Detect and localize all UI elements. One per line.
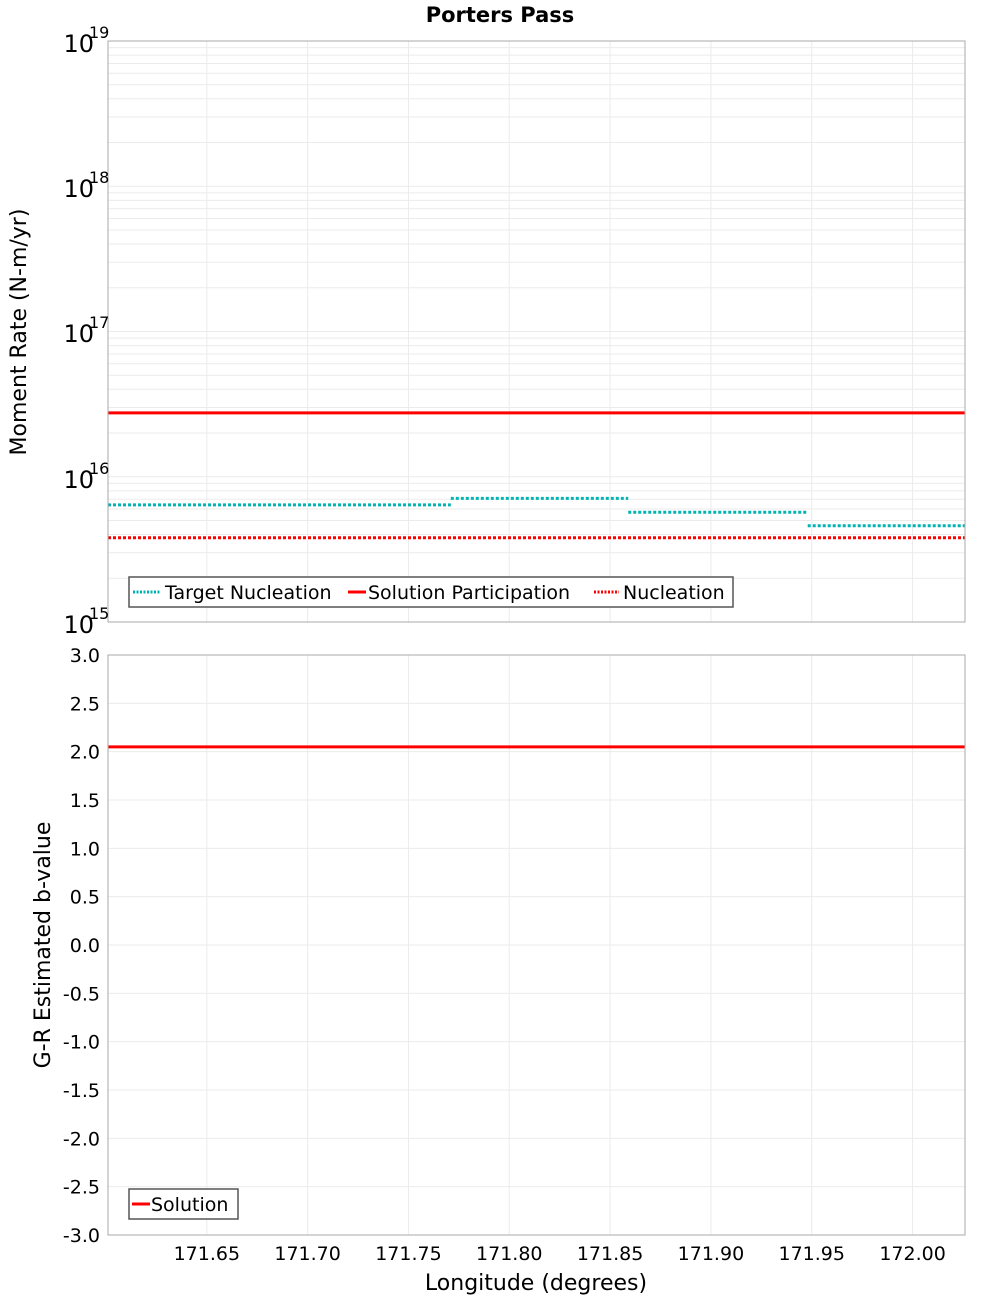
x-tick-label: 171.90 [678,1243,744,1265]
y-tick-label: 0.0 [70,935,100,957]
svg-text:17: 17 [89,313,109,332]
legend-target-nucleation-label: Target Nucleation [164,582,332,604]
svg-text:16: 16 [89,459,109,478]
y-tick-1e17: 10 17 [63,313,109,348]
top-plot: 10 19 10 18 10 17 10 16 10 15 Moment Rat… [7,23,965,639]
x-tick-label: 171.95 [779,1243,845,1265]
x-tick-label: 171.65 [174,1243,240,1265]
legend-solution-label: Solution [151,1194,228,1216]
legend-nucleation-label: Nucleation [623,582,725,604]
y-tick-label: -1.0 [63,1032,100,1054]
y-tick-label: 0.5 [70,887,100,909]
bottom-legend: Solution [129,1189,238,1219]
y-tick-label: 3.0 [70,645,100,667]
x-axis-label: Longitude (degrees) [425,1271,647,1296]
x-axis-ticks: 171.65 171.70 171.75 171.80 171.85 171.90 171.… [174,1243,946,1265]
y-tick-label: 1.0 [70,838,100,860]
x-tick-label: 171.80 [476,1243,542,1265]
chart-figure: Porters Pass 10 19 10 18 10 17 10 16 [0,0,1000,1300]
bottom-y-axis-label: G-R Estimated b-value [31,822,56,1069]
y-tick-1e18: 10 18 [63,168,109,203]
legend-solution-participation-label: Solution Participation [368,582,570,604]
y-tick-label: 2.0 [70,742,100,764]
y-tick-label: -1.5 [63,1080,100,1102]
x-tick-label: 171.85 [577,1243,643,1265]
svg-text:18: 18 [89,168,109,187]
y-tick-1e16: 10 16 [63,459,109,494]
y-tick-label: -2.0 [63,1128,100,1150]
svg-text:19: 19 [89,23,109,42]
bottom-y-ticks: 3.0 2.5 2.0 1.5 1.0 0.5 0.0 -0.5 -1.0 -1.5 -2.0 -2.… [63,645,100,1247]
top-y-axis-label: Moment Rate (N-m/yr) [7,209,32,456]
top-y-ticks: 10 19 10 18 10 17 10 16 10 15 [63,23,109,639]
y-tick-label: 1.5 [70,790,100,812]
svg-text:15: 15 [89,604,109,623]
y-tick-1e15: 10 15 [63,604,109,639]
x-tick-label: 171.70 [274,1243,340,1265]
bottom-plot: 3.0 2.5 2.0 1.5 1.0 0.5 0.0 -0.5 -1.0 -1.5 -2.0 -2.… [31,645,965,1247]
y-tick-label: -2.5 [63,1177,100,1199]
y-tick-label: -3.0 [63,1225,100,1247]
x-tick-label: 171.75 [375,1243,441,1265]
y-tick-label: 2.5 [70,693,100,715]
y-tick-1e19: 10 19 [63,23,109,58]
y-tick-label: -0.5 [63,983,100,1005]
top-legend: Target Nucleation Solution Participation… [129,577,733,607]
x-tick-label: 172.00 [879,1243,945,1265]
chart-title: Porters Pass [426,3,575,27]
